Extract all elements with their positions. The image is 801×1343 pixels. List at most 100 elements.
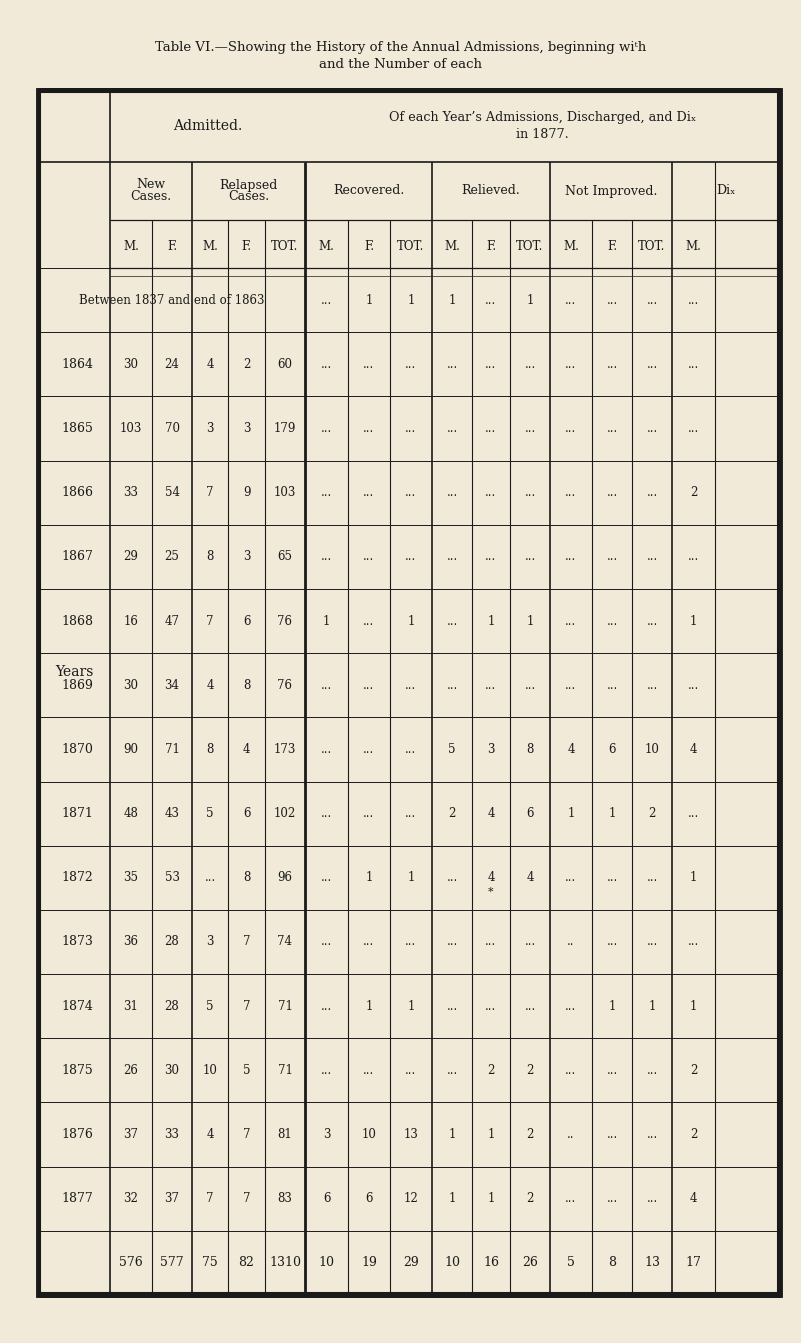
Text: ...: ... — [606, 936, 618, 948]
Text: 1: 1 — [487, 1128, 495, 1142]
Text: ...: ... — [485, 999, 497, 1013]
Text: ...: ... — [364, 615, 375, 627]
Text: ...: ... — [364, 743, 375, 756]
Text: 7: 7 — [206, 1193, 214, 1205]
Text: ...: ... — [321, 872, 332, 884]
Text: ...: ... — [566, 551, 577, 563]
Text: 2: 2 — [690, 1064, 697, 1077]
Text: 1869: 1869 — [61, 678, 93, 692]
Text: M.: M. — [202, 239, 218, 252]
Text: 82: 82 — [239, 1257, 255, 1269]
Text: 102: 102 — [274, 807, 296, 821]
Text: 83: 83 — [278, 1193, 292, 1205]
Text: ...: ... — [688, 294, 699, 306]
Text: Diₓ: Diₓ — [716, 184, 735, 197]
Text: 71: 71 — [278, 1064, 292, 1077]
Text: 1: 1 — [526, 615, 533, 627]
Text: 3: 3 — [243, 551, 250, 563]
Text: 65: 65 — [277, 551, 292, 563]
Text: ...: ... — [606, 486, 618, 500]
Text: M.: M. — [123, 239, 139, 252]
Text: ...: ... — [566, 1064, 577, 1077]
Text: M.: M. — [686, 239, 702, 252]
Text: 1868: 1868 — [61, 615, 93, 627]
Text: 1: 1 — [323, 615, 330, 627]
Text: 8: 8 — [207, 743, 214, 756]
Text: ...: ... — [405, 936, 417, 948]
Text: ...: ... — [688, 357, 699, 371]
Text: 2: 2 — [449, 807, 456, 821]
Text: 30: 30 — [123, 678, 139, 692]
Text: ...: ... — [321, 294, 332, 306]
Text: ...: ... — [525, 936, 536, 948]
Text: 81: 81 — [278, 1128, 292, 1142]
Text: ...: ... — [321, 1064, 332, 1077]
Text: 1: 1 — [690, 872, 697, 884]
Text: *: * — [488, 886, 493, 897]
Text: 7: 7 — [243, 936, 250, 948]
Text: ...: ... — [204, 872, 215, 884]
Text: ...: ... — [405, 743, 417, 756]
Text: ...: ... — [405, 422, 417, 435]
Text: ...: ... — [606, 1064, 618, 1077]
Text: ...: ... — [646, 872, 658, 884]
Text: Admitted.: Admitted. — [173, 120, 242, 133]
Text: 10: 10 — [444, 1257, 460, 1269]
Bar — [38, 90, 780, 1295]
Text: ...: ... — [446, 872, 457, 884]
Text: 16: 16 — [483, 1257, 499, 1269]
Text: ...: ... — [525, 422, 536, 435]
Text: 1875: 1875 — [61, 1064, 93, 1077]
Text: F.: F. — [364, 239, 374, 252]
Text: 1: 1 — [365, 999, 372, 1013]
Text: ...: ... — [446, 615, 457, 627]
Text: ...: ... — [566, 678, 577, 692]
Text: ...: ... — [485, 486, 497, 500]
Text: ...: ... — [646, 551, 658, 563]
Text: ...: ... — [405, 1064, 417, 1077]
Text: 28: 28 — [165, 936, 179, 948]
Text: 2: 2 — [648, 807, 656, 821]
Text: 1: 1 — [608, 807, 616, 821]
Text: ...: ... — [446, 678, 457, 692]
Text: ...: ... — [405, 486, 417, 500]
Text: 7: 7 — [206, 615, 214, 627]
Text: 2: 2 — [526, 1128, 533, 1142]
Text: 96: 96 — [277, 872, 292, 884]
Text: 1: 1 — [408, 615, 415, 627]
Text: 70: 70 — [164, 422, 179, 435]
Text: 71: 71 — [164, 743, 179, 756]
Text: 37: 37 — [123, 1128, 139, 1142]
Text: ...: ... — [364, 678, 375, 692]
Text: ...: ... — [485, 422, 497, 435]
Text: 5: 5 — [449, 743, 456, 756]
Text: 103: 103 — [120, 422, 143, 435]
Text: 36: 36 — [123, 936, 139, 948]
Text: 5: 5 — [206, 999, 214, 1013]
Text: 6: 6 — [608, 743, 616, 756]
Text: 47: 47 — [164, 615, 179, 627]
Text: 1: 1 — [690, 999, 697, 1013]
Text: 1: 1 — [487, 1193, 495, 1205]
Text: ...: ... — [321, 743, 332, 756]
Text: ...: ... — [321, 936, 332, 948]
Text: 1877: 1877 — [61, 1193, 93, 1205]
Text: 24: 24 — [164, 357, 179, 371]
Text: 1: 1 — [408, 872, 415, 884]
Text: ...: ... — [566, 872, 577, 884]
Text: 53: 53 — [164, 872, 179, 884]
Text: 1867: 1867 — [61, 551, 93, 563]
Text: 4: 4 — [206, 357, 214, 371]
Text: 33: 33 — [164, 1128, 179, 1142]
Text: 5: 5 — [567, 1257, 575, 1269]
Text: 90: 90 — [123, 743, 139, 756]
Text: 8: 8 — [243, 678, 250, 692]
Text: 1: 1 — [449, 294, 456, 306]
Text: ..: .. — [567, 1128, 575, 1142]
Text: 1: 1 — [648, 999, 656, 1013]
Text: 25: 25 — [164, 551, 179, 563]
Text: 9: 9 — [243, 486, 250, 500]
Text: ...: ... — [606, 615, 618, 627]
Text: 1: 1 — [408, 999, 415, 1013]
Text: 7: 7 — [243, 1193, 250, 1205]
